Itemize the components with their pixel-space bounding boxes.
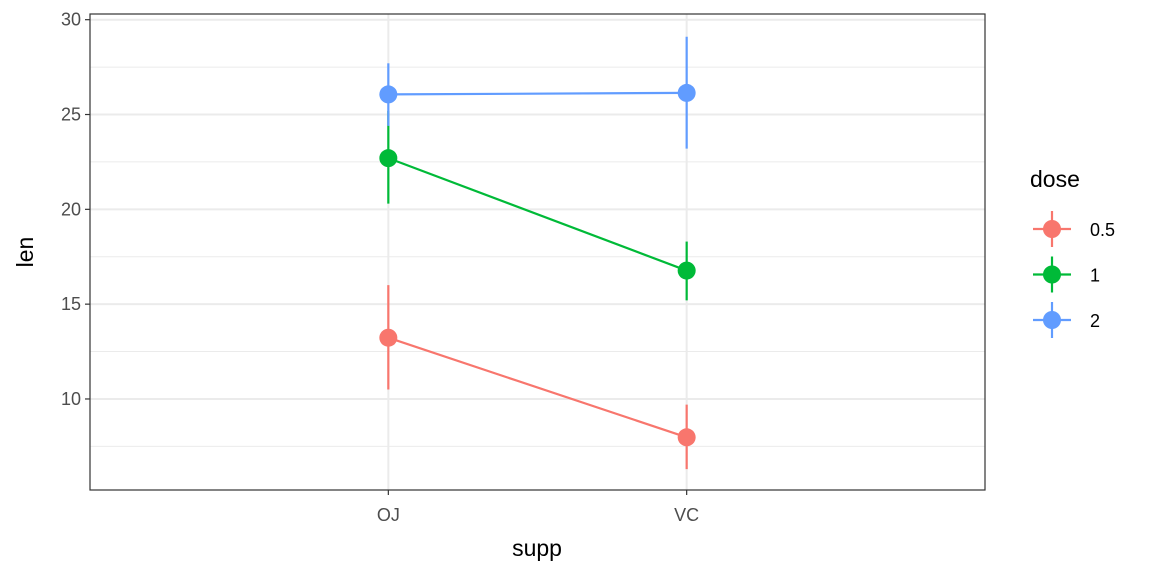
series-line <box>388 91 687 96</box>
legend-key-point <box>1043 265 1061 284</box>
data-point <box>677 83 696 102</box>
y-tick-label: 25 <box>61 105 81 125</box>
y-tick-label: 20 <box>61 199 81 219</box>
x-axis-title: supp <box>512 535 562 561</box>
series-line <box>387 336 688 439</box>
legend-item: 0.5 <box>1033 211 1115 247</box>
data-point <box>677 428 696 447</box>
y-axis: 10 15 20 25 30 <box>61 10 90 409</box>
legend-title: dose <box>1030 166 1080 192</box>
series-0.5 <box>379 285 696 470</box>
y-axis-title: len <box>12 237 38 268</box>
y-tick-label: 10 <box>61 389 81 409</box>
data-point <box>379 328 398 347</box>
legend-item: 2 <box>1033 302 1100 338</box>
legend: 0.5 1 2 <box>1033 211 1115 338</box>
x-axis: OJ VC <box>377 490 699 525</box>
legend-key-point <box>1043 220 1061 238</box>
y-tick-label: 15 <box>61 294 81 314</box>
series-line <box>387 157 688 272</box>
legend-label: 1 <box>1090 266 1100 286</box>
panel-border <box>89 13 986 491</box>
y-tick-label: 30 <box>61 10 81 30</box>
data-point <box>379 149 398 168</box>
series-1 <box>379 110 696 301</box>
data-point <box>379 85 398 104</box>
major-gridlines <box>90 14 985 490</box>
legend-item: 1 <box>1033 256 1100 293</box>
legend-key-point <box>1043 311 1061 329</box>
series-2 <box>379 36 696 149</box>
x-tick-label: VC <box>674 505 699 525</box>
legend-label: 2 <box>1090 311 1100 331</box>
minor-gridlines <box>90 66 985 447</box>
legend-label: 0.5 <box>1090 220 1115 240</box>
series-layer <box>379 36 696 470</box>
data-point <box>677 261 696 280</box>
x-tick-label: OJ <box>377 505 400 525</box>
